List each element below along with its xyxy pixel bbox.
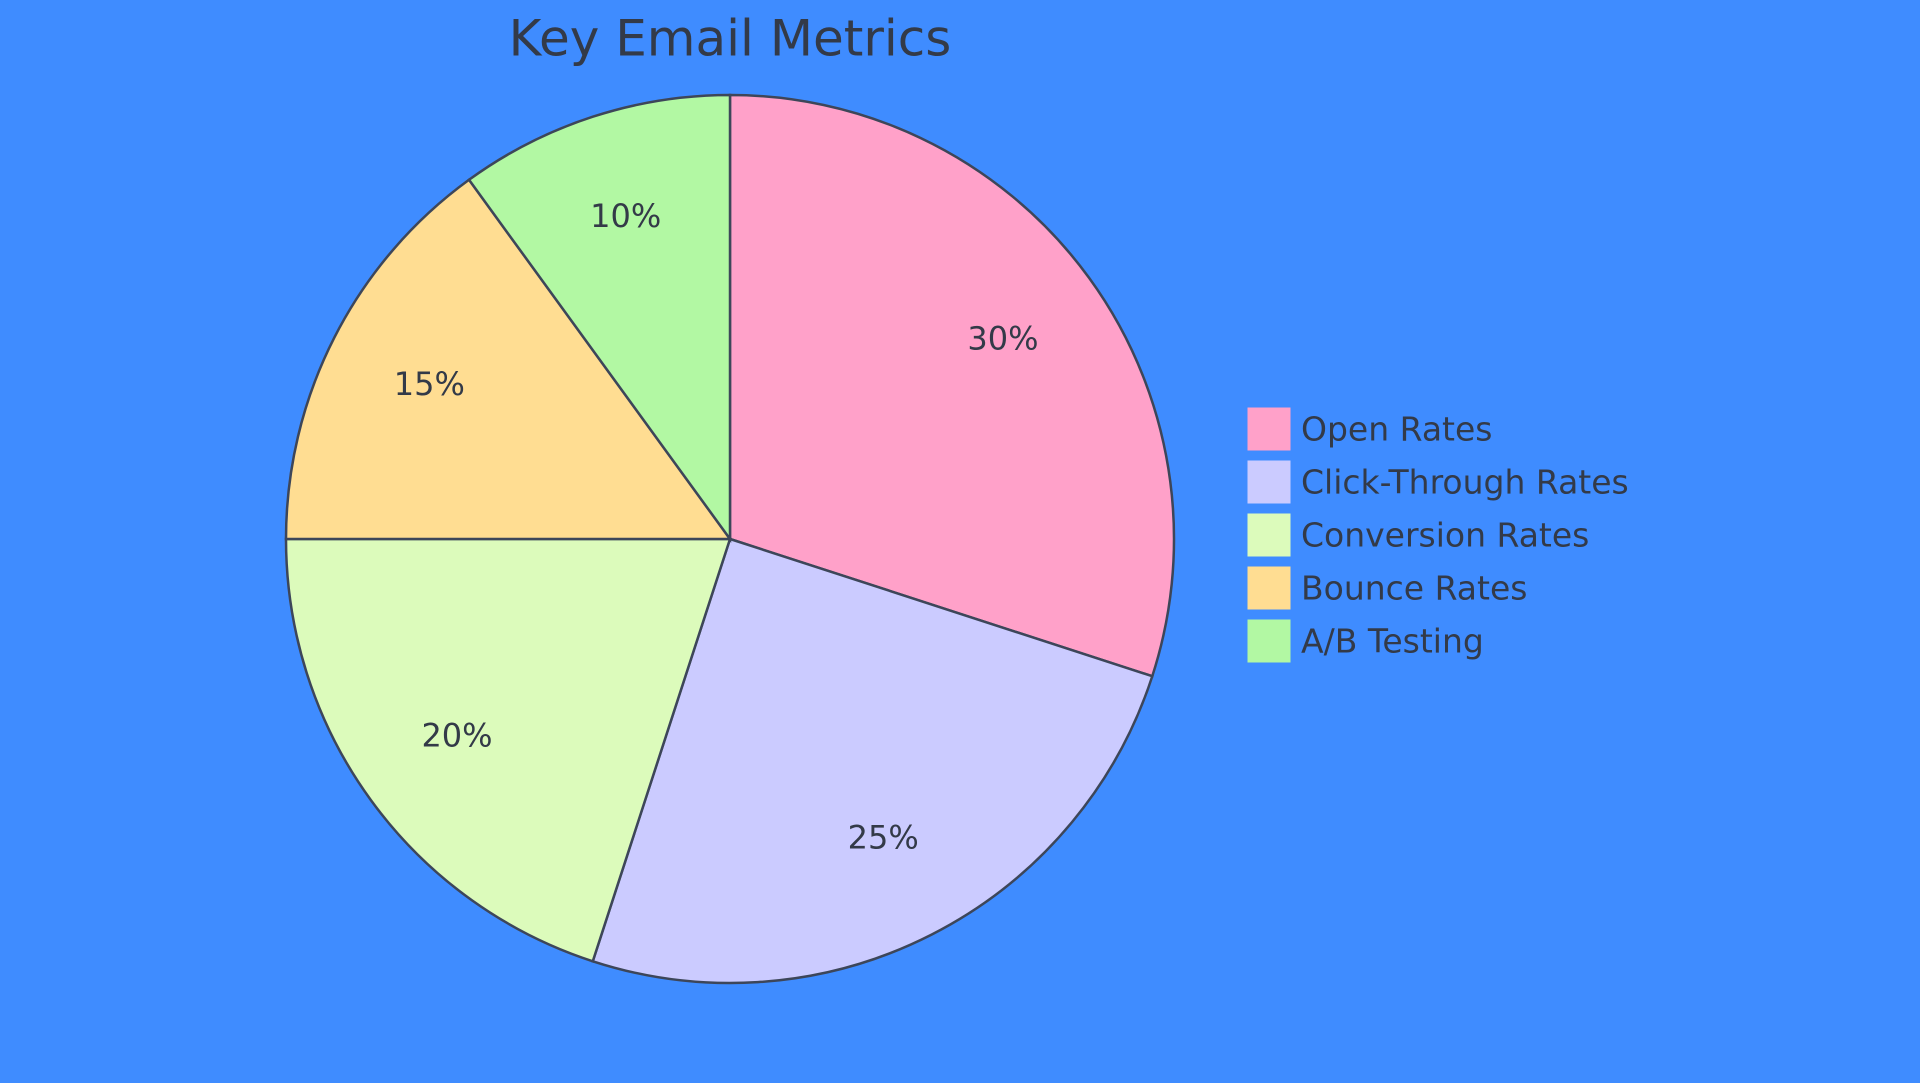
data-label: 10%	[590, 197, 661, 235]
pie-slice	[284, 537, 732, 963]
data-label: 20%	[421, 716, 492, 754]
legend-label: Click-Through Rates	[1301, 463, 1629, 502]
pie-slice	[728, 93, 1176, 678]
legend-swatch	[1246, 565, 1292, 611]
legend-label: Open Rates	[1301, 410, 1493, 449]
pie-slice	[284, 178, 733, 541]
data-label: 30%	[967, 320, 1038, 358]
legend-label: Bounce Rates	[1301, 569, 1527, 608]
legend-swatch	[1246, 512, 1292, 558]
pie-slice	[467, 93, 732, 543]
legend-label: Conversion Rates	[1301, 516, 1589, 555]
legend-swatch	[1246, 618, 1292, 664]
chart-title: Key Email Metrics	[509, 10, 952, 68]
data-label: 25%	[848, 819, 919, 857]
pie-slice	[591, 537, 1154, 985]
data-label: 15%	[394, 365, 465, 403]
legend-label: A/B Testing	[1301, 622, 1484, 661]
legend-swatch	[1246, 406, 1292, 452]
legend-swatch	[1246, 459, 1292, 505]
